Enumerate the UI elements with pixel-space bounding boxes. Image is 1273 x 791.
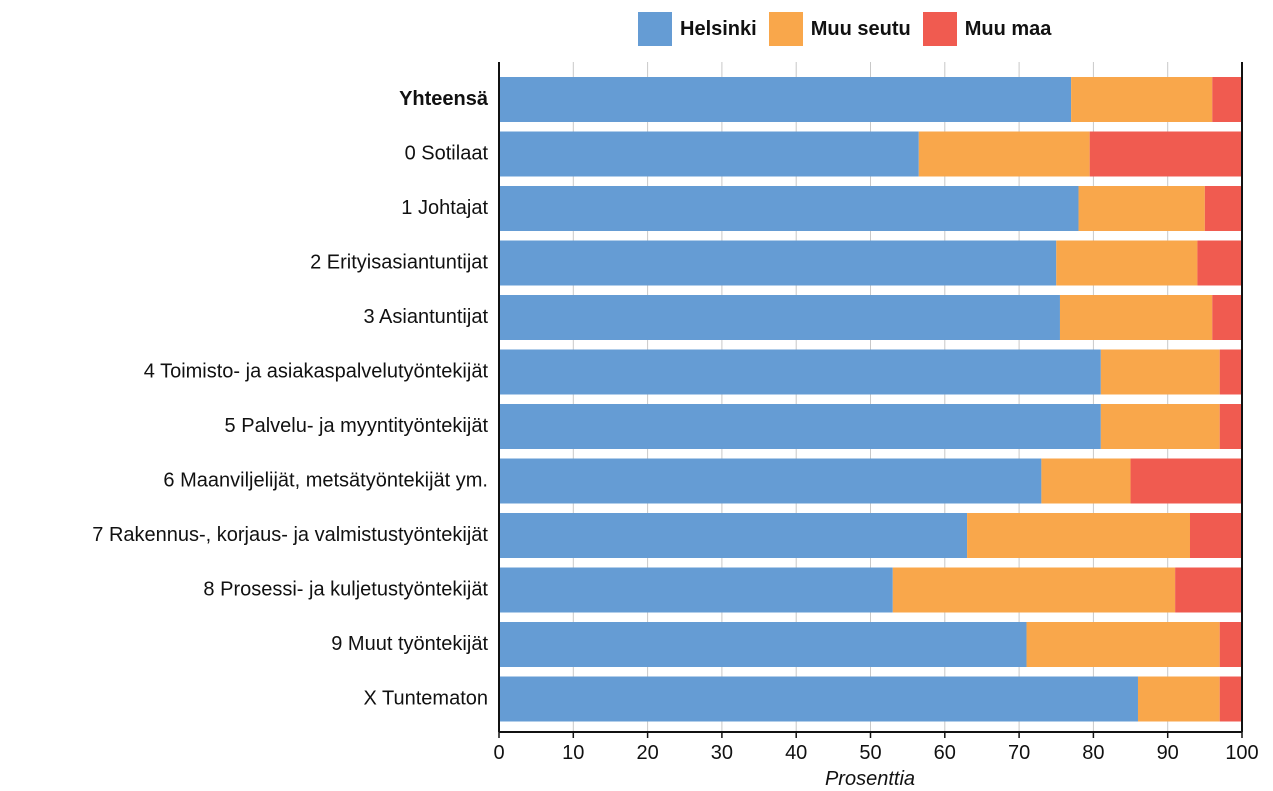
x-tick-label-70: 70 — [1008, 742, 1030, 764]
bar-helsinki-4-toimisto-ja-asiakaspalvelutyontekijat — [499, 349, 1101, 395]
bar-muu-maa-7-rakennus-korjaus-ja-valmistustyontekijat — [1189, 513, 1242, 558]
category-label-x-tuntematon: X Tuntematon — [363, 687, 488, 709]
x-tick-label-90: 90 — [1157, 742, 1179, 764]
bar-helsinki-8-prosessi-ja-kuljetustyontekijat — [499, 567, 893, 613]
category-label-5-palvelu-ja-myyntityontekijat: 5 Palvelu- ja myyntityöntekijät — [225, 415, 489, 437]
bar-helsinki-6-maanviljelijat-metsatyontekijat-ym — [499, 458, 1042, 504]
bar-muu-seutu-1-johtajat — [1078, 186, 1205, 231]
bar-muu-maa-8-prosessi-ja-kuljetustyontekijat — [1175, 567, 1242, 613]
bar-helsinki-yhteensa — [499, 77, 1072, 122]
category-label-1-johtajat: 1 Johtajat — [401, 197, 488, 219]
bar-muu-maa-yhteensa — [1212, 77, 1242, 122]
legend-item-muu-seutu: Muu seutu — [768, 12, 911, 46]
chart-legend: Helsinki Muu seutu Muu maa — [638, 12, 1063, 46]
bar-muu-seutu-9-muut-tyontekijat — [1026, 622, 1220, 667]
bar-muu-maa-x-tuntematon — [1219, 676, 1242, 722]
category-label-0-sotilaat: 0 Sotilaat — [405, 142, 489, 164]
category-label-6-maanviljelijat-metsatyontekijat-ym: 6 Maanviljelijät, metsätyöntekijät ym. — [163, 469, 488, 491]
bar-muu-seutu-3-asiantuntijat — [1059, 295, 1213, 340]
bar-helsinki-x-tuntematon — [499, 676, 1138, 722]
bar-muu-maa-1-johtajat — [1204, 186, 1242, 231]
category-label-4-toimisto-ja-asiakaspalvelutyontekijat: 4 Toimisto- ja asiakaspalvelutyöntekijät — [144, 360, 489, 382]
bar-helsinki-7-rakennus-korjaus-ja-valmistustyontekijat — [499, 513, 968, 558]
bar-muu-maa-2-erityisasiantuntijat — [1197, 240, 1242, 286]
bar-muu-maa-3-asiantuntijat — [1212, 295, 1242, 340]
bar-muu-seutu-x-tuntematon — [1137, 676, 1220, 722]
x-tick-label-50: 50 — [859, 742, 881, 764]
x-tick-label-20: 20 — [636, 742, 658, 764]
category-label-3-asiantuntijat: 3 Asiantuntijat — [363, 306, 488, 328]
x-tick-label-40: 40 — [785, 742, 807, 764]
category-label-yhteensa: Yhteensä — [399, 88, 489, 110]
legend-label-muu-maa: Muu maa — [964, 17, 1052, 40]
x-tick-label-100: 100 — [1225, 742, 1258, 764]
bar-helsinki-3-asiantuntijat — [499, 295, 1060, 340]
x-axis-title: Prosenttia — [825, 768, 915, 790]
bar-muu-maa-9-muut-tyontekijat — [1219, 622, 1242, 667]
bar-helsinki-9-muut-tyontekijat — [499, 622, 1027, 667]
bar-muu-seutu-0-sotilaat — [918, 131, 1090, 177]
x-tick-label-10: 10 — [562, 742, 584, 764]
category-label-7-rakennus-korjaus-ja-valmistustyontekijat: 7 Rakennus-, korjaus- ja valmistustyönte… — [92, 524, 488, 546]
legend-label-helsinki: Helsinki — [680, 17, 757, 40]
legend-swatch-muu-seutu — [768, 12, 803, 46]
bar-helsinki-5-palvelu-ja-myyntityontekijat — [499, 404, 1101, 449]
x-tick-label-30: 30 — [711, 742, 733, 764]
bar-muu-maa-5-palvelu-ja-myyntityontekijat — [1219, 404, 1242, 449]
bar-muu-maa-0-sotilaat — [1089, 131, 1242, 177]
bars — [499, 77, 1242, 722]
bar-muu-maa-4-toimisto-ja-asiakaspalvelutyontekijat — [1219, 349, 1242, 395]
legend-swatch-helsinki — [638, 12, 672, 46]
bar-helsinki-1-johtajat — [499, 186, 1079, 231]
bar-muu-seutu-5-palvelu-ja-myyntityontekijat — [1100, 404, 1220, 449]
legend-item-helsinki: Helsinki — [638, 12, 757, 46]
bar-helsinki-0-sotilaat — [499, 131, 919, 177]
tick-labels: 0 10 20 30 40 50 60 70 80 90 100 — [493, 742, 1258, 764]
bar-muu-seutu-4-toimisto-ja-asiakaspalvelutyontekijat — [1100, 349, 1220, 395]
bar-muu-maa-6-maanviljelijat-metsatyontekijat-ym — [1130, 458, 1242, 504]
bar-muu-seutu-2-erityisasiantuntijat — [1056, 240, 1198, 286]
x-tick-label-80: 80 — [1082, 742, 1104, 764]
legend-label-muu-seutu: Muu seutu — [810, 17, 911, 40]
category-label-9-muut-tyontekijat: 9 Muut työntekijät — [331, 633, 488, 655]
category-label-2-erityisasiantuntijat: 2 Erityisasiantuntijat — [310, 251, 488, 273]
bar-muu-seutu-8-prosessi-ja-kuljetustyontekijat — [892, 567, 1176, 613]
category-label-8-prosessi-ja-kuljetustyontekijat: 8 Prosessi- ja kuljetustyöntekijät — [203, 578, 488, 600]
legend-item-muu-maa: Muu maa — [922, 12, 1052, 46]
category-labels: Yhteensä 0 Sotilaat 1 Johtajat 2 Erityisasi… — [92, 88, 489, 710]
bar-muu-seutu-yhteensa — [1071, 77, 1213, 122]
bar-muu-seutu-6-maanviljelijat-metsatyontekijat-ym — [1041, 458, 1131, 504]
axes — [498, 62, 1243, 738]
legend-swatch-muu-maa — [922, 12, 957, 46]
x-tick-label-60: 60 — [934, 742, 956, 764]
x-tick-label-0: 0 — [493, 742, 504, 764]
bar-helsinki-2-erityisasiantuntijat — [499, 240, 1057, 286]
bar-muu-seutu-7-rakennus-korjaus-ja-valmistustyontekijat — [967, 513, 1190, 558]
